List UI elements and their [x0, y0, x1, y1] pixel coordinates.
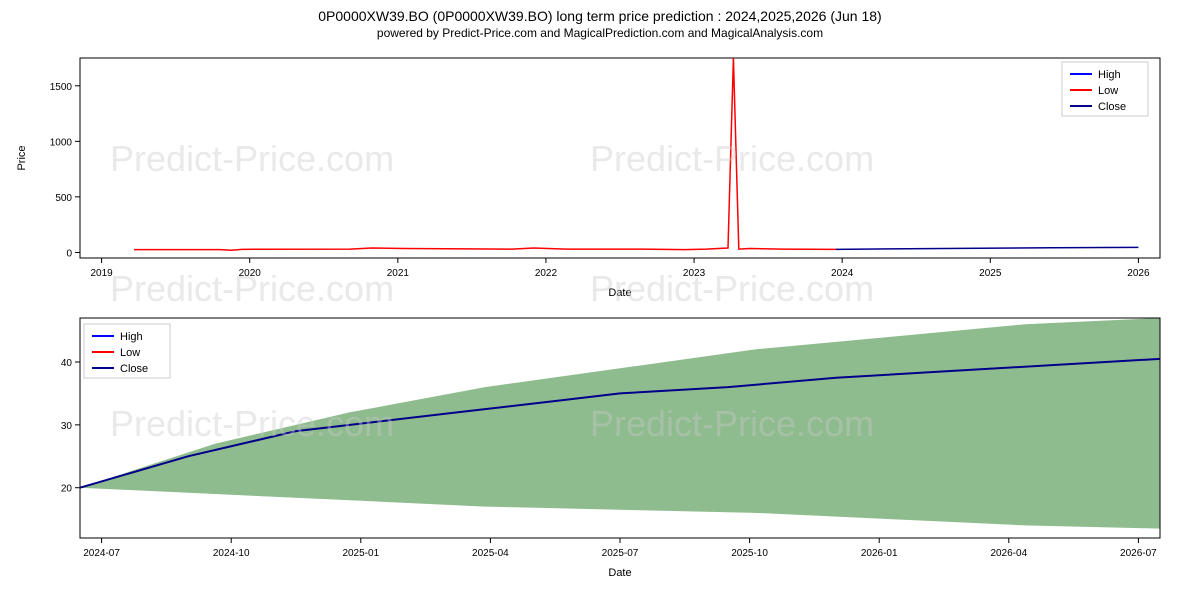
chart2-ytick: 30 [61, 421, 73, 432]
chart1-xtick: 2023 [683, 268, 706, 279]
chart-subtitle: powered by Predict-Price.com and Magical… [0, 24, 1200, 40]
chart2-xtick: 2026-04 [990, 548, 1027, 559]
chart1-xtick: 2019 [90, 268, 113, 279]
chart1-legend-item: Close [1098, 101, 1126, 113]
chart2-legend-item: Low [120, 347, 140, 359]
chart2-xtick: 2025-10 [731, 548, 768, 559]
chart1-container: 0 500 1000 1500 2019 2020 2021 2022 2023 2024 2025… [0, 48, 1200, 308]
chart2-legend-item: Close [120, 363, 148, 375]
chart1-xtick: 2024 [831, 268, 854, 279]
chart1-xtick: 2025 [979, 268, 1002, 279]
chart1-xtick: 2022 [535, 268, 558, 279]
chart1-ylabel: Price [16, 145, 28, 170]
chart2-svg: 20 30 40 2024-07 2024-10 2025-01 2025-04 2025-0… [0, 308, 1200, 588]
chart1-plot-area [80, 58, 1160, 258]
chart2-xtick: 2024-07 [83, 548, 120, 559]
chart2-xtick: 2026-07 [1120, 548, 1157, 559]
chart1-ytick: 0 [66, 248, 72, 259]
chart2-legend-item: High [120, 331, 143, 343]
chart1-ytick: 500 [55, 193, 72, 204]
chart1-xtick: 2026 [1127, 268, 1150, 279]
chart2-xtick: 2024-10 [213, 548, 250, 559]
chart2-xtick: 2025-01 [342, 548, 379, 559]
chart1-xtick: 2021 [387, 268, 410, 279]
chart2-xtick: 2025-07 [602, 548, 639, 559]
chart2-xlabel: Date [608, 567, 631, 579]
chart1-legend-item: Low [1098, 85, 1118, 97]
chart1-ytick: 1000 [50, 137, 73, 148]
chart1-svg: 0 500 1000 1500 2019 2020 2021 2022 2023 2024 2025… [0, 48, 1200, 308]
chart1-xtick: 2020 [239, 268, 262, 279]
chart2-container: 20 30 40 2024-07 2024-10 2025-01 2025-04 2025-0… [0, 308, 1200, 588]
chart-title: 0P0000XW39.BO (0P0000XW39.BO) long term … [0, 0, 1200, 24]
chart2-xtick: 2025-04 [472, 548, 509, 559]
chart1-xlabel: Date [608, 287, 631, 299]
chart1-ytick: 1500 [50, 82, 73, 93]
chart1-legend-item: High [1098, 69, 1121, 81]
chart2-ytick: 20 [61, 484, 73, 495]
chart2-xtick: 2026-01 [861, 548, 898, 559]
chart2-ytick: 40 [61, 358, 73, 369]
